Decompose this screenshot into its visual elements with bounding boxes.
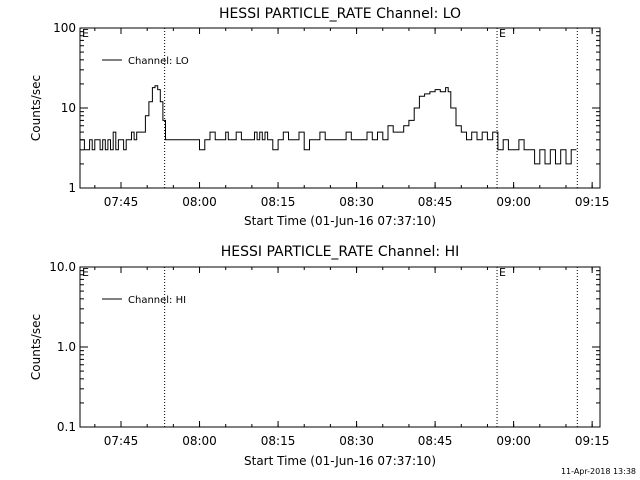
x-tick-label: 08:15 <box>261 434 296 448</box>
chart-panel-2: HESSI PARTICLE_RATE Channel: HI 07:45 08:0… <box>29 244 609 468</box>
y-tick-label: 10.0 <box>49 260 76 274</box>
x-tick-label: 08:30 <box>339 195 374 209</box>
x-axis-label: Start Time (01-Jun-16 07:37:10) <box>244 454 436 468</box>
x-tick-label: 07:45 <box>104 195 139 209</box>
x-tick-label: 09:00 <box>496 195 531 209</box>
chart-panel-1: HESSI PARTICLE_RATE Channel: LO 07:45 08:0… <box>29 6 609 228</box>
x-axis-label: Start Time (01-Jun-16 07:37:10) <box>244 214 436 228</box>
y-tick-label: 1.0 <box>57 340 76 354</box>
x-tick-label: 08:00 <box>182 434 217 448</box>
x-tick-label: 08:30 <box>339 434 374 448</box>
legend-entry: Channel: HI <box>128 295 186 306</box>
series-line <box>80 85 577 165</box>
event-marker-label: E <box>499 27 506 40</box>
x-tick-label: 09:15 <box>575 434 610 448</box>
x-tick-label: 08:00 <box>182 195 217 209</box>
legend-entry: Channel: LO <box>128 56 189 67</box>
y-axis-label: Counts/sec <box>29 75 43 141</box>
chart-title: HESSI PARTICLE_RATE Channel: HI <box>221 244 459 260</box>
chart-title: HESSI PARTICLE_RATE Channel: LO <box>219 6 461 22</box>
x-tick-label: 08:45 <box>418 434 453 448</box>
y-tick-label: 100 <box>53 21 76 35</box>
plot-frame <box>79 27 601 189</box>
y-axis-label: Counts/sec <box>29 314 43 380</box>
footer-timestamp: 11-Apr-2018 13:38 <box>560 467 636 476</box>
corner-label: E <box>82 266 89 279</box>
event-marker-label: E <box>499 266 506 279</box>
corner-label: E <box>82 27 89 40</box>
y-tick-label: 1 <box>68 181 76 195</box>
y-tick-label: 10 <box>61 101 76 115</box>
x-tick-label: 08:15 <box>261 195 296 209</box>
x-tick-label: 08:45 <box>418 195 453 209</box>
x-tick-label: 09:00 <box>496 434 531 448</box>
y-tick-label: 0.1 <box>57 420 76 434</box>
x-tick-label: 07:45 <box>104 434 139 448</box>
plot-frame <box>79 266 601 428</box>
x-tick-label: 09:15 <box>575 195 610 209</box>
